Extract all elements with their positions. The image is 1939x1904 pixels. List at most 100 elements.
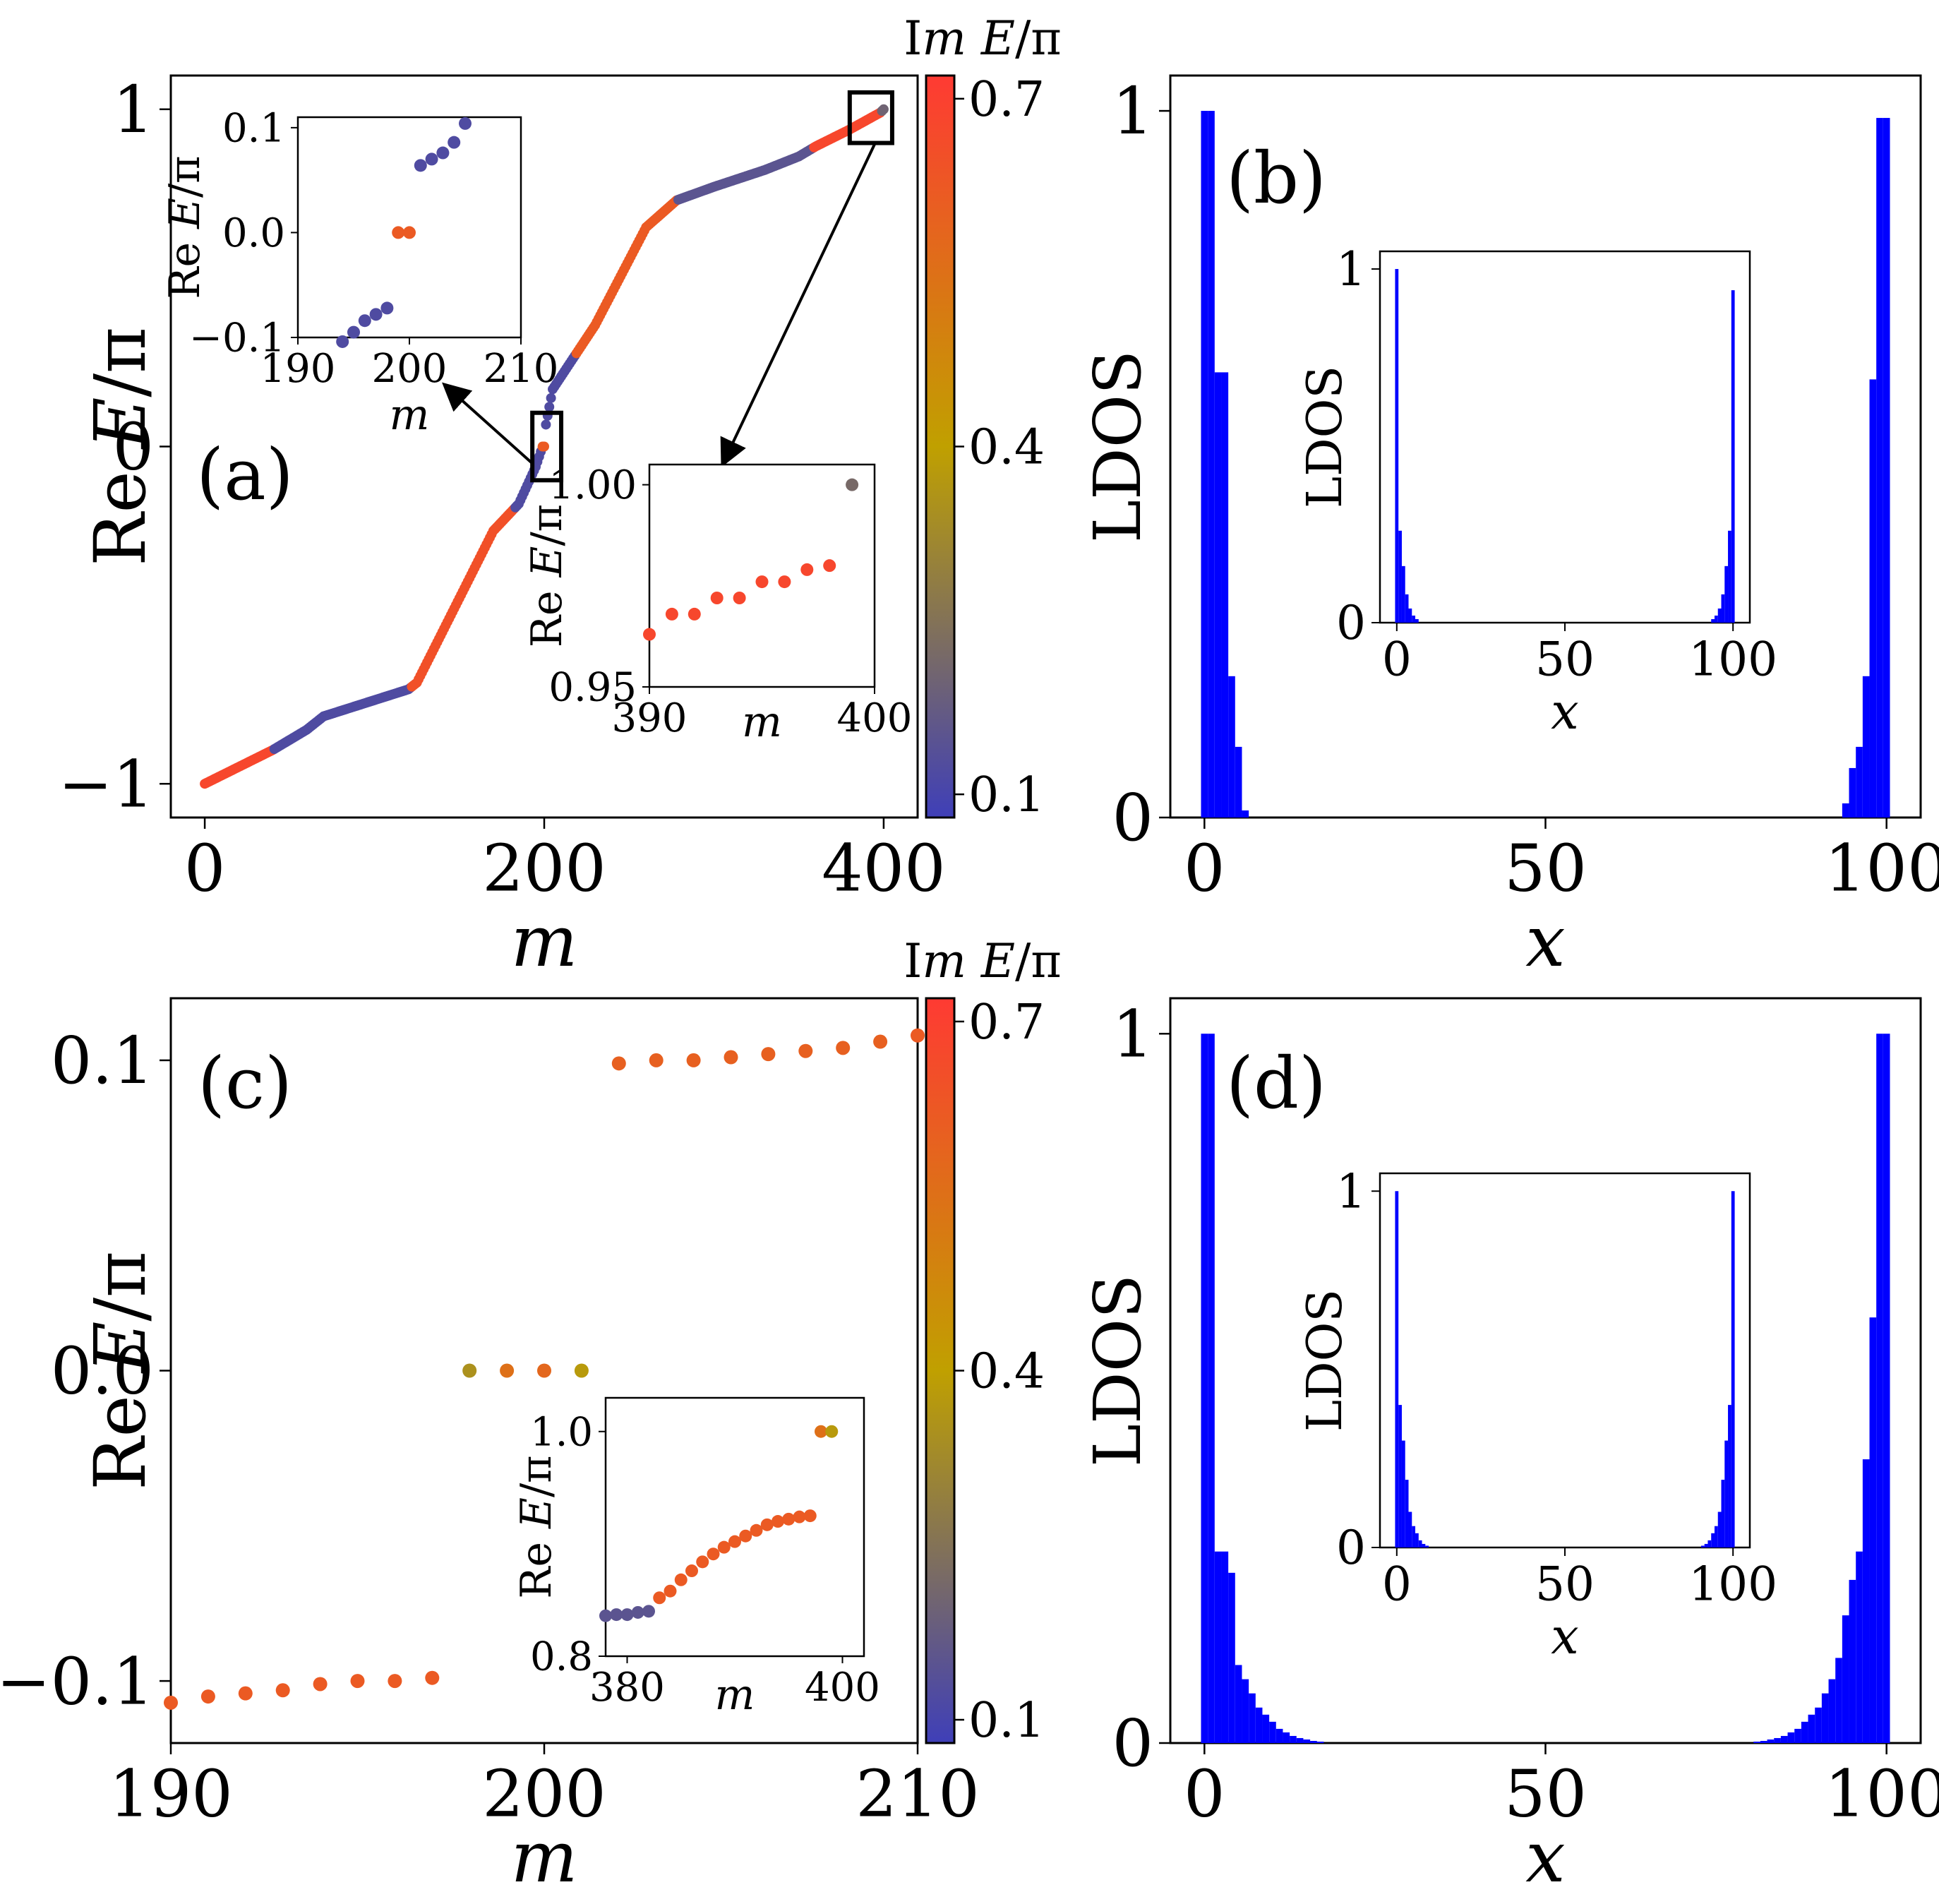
- panel-b-inset-ytick-label: 0: [1336, 596, 1366, 650]
- panel-b-ytick-label: 0: [1112, 780, 1153, 856]
- panel-a-ytick-label: 0: [112, 409, 154, 485]
- panel-d-xlabel: x: [1525, 1816, 1565, 1898]
- panel-d-bar: [1249, 1693, 1256, 1743]
- panel-c-point: [611, 1056, 626, 1071]
- panel-d-inset-bar: [1405, 1480, 1409, 1547]
- panel-c-inset-axes: 380 400 0.8 1.0: [530, 1396, 880, 1711]
- panel-b-label: (b): [1226, 137, 1326, 220]
- panel-b-inset-xtick-label: 50: [1535, 633, 1595, 687]
- panel-c-colorbar-tick-label: 0.4: [968, 1344, 1045, 1400]
- panel-c-inset-point: [717, 1540, 731, 1554]
- panel-b-xtick-label: 100: [1825, 830, 1939, 906]
- panel-b-bar: [1876, 118, 1883, 818]
- panel-a-xtick-label: 400: [822, 830, 946, 906]
- panel-c-point: [425, 1670, 440, 1685]
- panel-a-colorbar-tick-label: 0.1: [968, 767, 1045, 823]
- panel-a-inset1-xtick-label: 210: [484, 346, 559, 392]
- panel-a-inset1-ytick-label: 0.0: [222, 210, 285, 256]
- panel-c-inset-point: [664, 1584, 677, 1598]
- panel-d-inset-bar: [1395, 1191, 1399, 1547]
- panel-c-point: [761, 1047, 776, 1062]
- panel-c-inset-point: [782, 1512, 796, 1526]
- panel-b-inset-xtick-label: 0: [1382, 633, 1412, 687]
- panel-c-ytick-label: 0.0: [51, 1334, 154, 1409]
- panel-c-point: [724, 1050, 738, 1065]
- panel-a-inset1-point: [380, 301, 394, 315]
- panel-d-ytick-label: 1: [1112, 996, 1153, 1072]
- panel-c-inset-ytick-label: 0.8: [530, 1634, 593, 1680]
- panel-d-inset-ytick-label: 1: [1336, 1164, 1366, 1219]
- panel-a-inset2-point: [755, 575, 769, 589]
- panel-d-inset-bar: [1731, 1191, 1735, 1547]
- panel-a-colorbar-gradient: [925, 74, 956, 819]
- panel-d-inset-axes: 0 50 100 0 1: [1336, 1164, 1777, 1611]
- panel-d-bar: [1283, 1732, 1290, 1743]
- panel-a-inset1-ytick-label: 0.1: [222, 105, 285, 151]
- panel-d-bar: [1310, 1740, 1317, 1743]
- panel-a-colorbar-label: Im E/π: [904, 11, 1061, 66]
- panel-b-bar: [1842, 803, 1849, 818]
- panel-c-point: [798, 1043, 813, 1058]
- panel-c-point: [500, 1363, 515, 1378]
- panel-a-inset1-ylabel: Re E/π: [160, 155, 210, 299]
- panel-d-bar: [1815, 1707, 1822, 1743]
- panel-a-colorbar-tick-label: 0.4: [968, 420, 1045, 476]
- panel-d-xtick-label: 0: [1184, 1756, 1225, 1831]
- panel-b-bar: [1856, 746, 1863, 818]
- panel-c-point: [873, 1034, 888, 1049]
- panel-c-inset-point: [631, 1605, 644, 1619]
- panel-b-bar: [1201, 111, 1208, 818]
- panel-a-inset1-ytick-label: −0.1: [189, 316, 285, 361]
- panel-c-ytick-label: 0.1: [51, 1023, 154, 1098]
- panel-b-xtick-label: 50: [1504, 830, 1587, 906]
- panel-a-zoom-box: [530, 410, 564, 483]
- panel-c-inset-point: [696, 1555, 709, 1569]
- panel-c-point: [313, 1677, 328, 1692]
- panel-d-bar: [1255, 1707, 1263, 1743]
- panel-c-inset-point: [642, 1605, 655, 1618]
- panel-d-bar: [1876, 1034, 1883, 1743]
- panel-b-inset-bar: [1405, 594, 1409, 623]
- panel-d-bar: [1235, 1665, 1242, 1743]
- panel-d-bar: [1767, 1739, 1775, 1743]
- panel-b-bar: [1869, 379, 1877, 818]
- panel-b-ytick-label: 1: [1112, 73, 1153, 149]
- panel-c-point: [164, 1695, 178, 1710]
- panel-b-bar: [1862, 676, 1870, 818]
- panel-d-bar: [1228, 1572, 1235, 1743]
- panel-a-inset2-point: [778, 575, 791, 589]
- panel-d-inset-bar: [1700, 1545, 1705, 1547]
- panel-d-inset-xtick-label: 50: [1535, 1557, 1595, 1612]
- panel-b-inset-bar: [1717, 608, 1722, 623]
- panel-b-inset-bar: [1412, 615, 1416, 623]
- panel-d-bar: [1774, 1737, 1781, 1743]
- panel-c-point: [836, 1041, 851, 1055]
- panel-b-inset-frame: [1379, 250, 1751, 624]
- panel-a-colorbar-tick-label: 0.7: [968, 72, 1045, 128]
- panel-b-xtick-label: 0: [1184, 830, 1225, 906]
- panel-a-inset1-point: [436, 146, 450, 160]
- panel-a-inset1-point: [358, 314, 371, 328]
- panel-b-inset-bar: [1408, 608, 1412, 623]
- panel-b-inset-ylabel: LDOS: [1297, 366, 1353, 508]
- panel-d-bar: [1201, 1034, 1208, 1743]
- panel-d-inset-bar: [1418, 1540, 1422, 1547]
- panel-a-inset1-point: [336, 335, 349, 348]
- panel-b-inset-bar: [1415, 618, 1419, 623]
- panel-c-point: [537, 1363, 551, 1378]
- panel-a-arrow-inset2: [720, 142, 877, 468]
- panel-c-inset-point: [653, 1591, 666, 1605]
- panel-d-inset-bar: [1717, 1511, 1722, 1547]
- panel-c-point: [350, 1674, 365, 1689]
- panel-a-inset1-point: [448, 136, 461, 149]
- panel-d-bar: [1828, 1679, 1836, 1743]
- panel-c-colorbar-gradient: [925, 997, 956, 1744]
- panel-d-inset-bar: [1422, 1543, 1426, 1547]
- panel-a-inset2-point: [733, 592, 746, 604]
- panel-d-inset-bar: [1401, 1440, 1405, 1547]
- panel-c-axes: 190 200 210 −0.1 0.0 0.1 (c): [0, 997, 980, 1831]
- panel-d-bar: [1835, 1658, 1842, 1743]
- panel-d-bar: [1869, 1317, 1877, 1743]
- panel-c-inset-xlabel: m: [715, 1670, 755, 1720]
